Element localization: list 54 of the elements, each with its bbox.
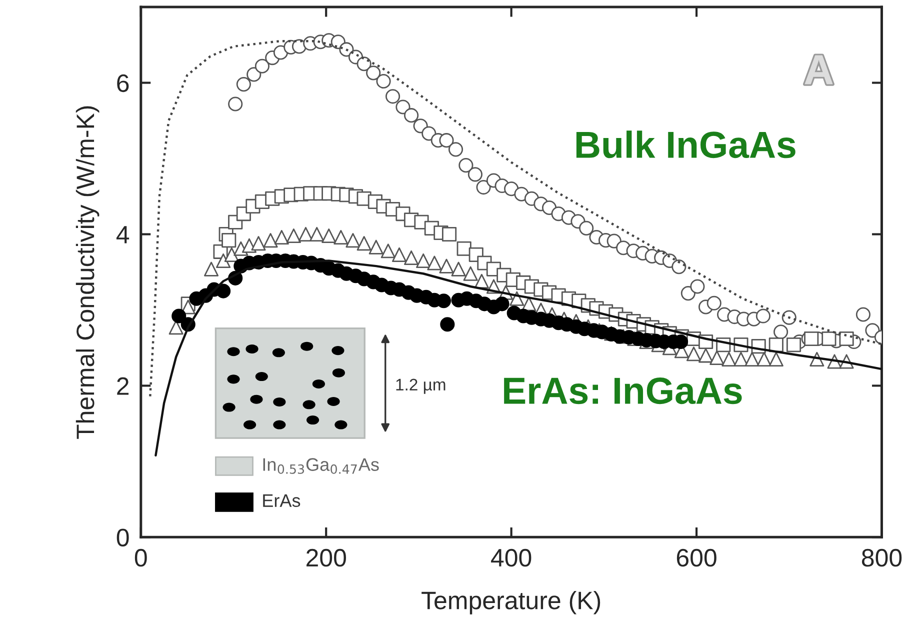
point — [346, 233, 360, 248]
point — [427, 256, 442, 270]
x-axis-title: Temperature (K) — [422, 591, 600, 614]
x-tick-label: 200 — [306, 548, 346, 567]
annotation: A — [804, 55, 833, 84]
point — [251, 236, 266, 251]
point — [263, 233, 278, 248]
point — [216, 284, 231, 298]
y-tick-label: 6 — [117, 74, 129, 92]
annotation: ErAs — [263, 494, 300, 508]
x-tick-label: 800 — [862, 548, 902, 567]
point — [756, 352, 772, 366]
point — [734, 352, 748, 366]
annotation: 1.2 µm — [396, 378, 446, 394]
point — [216, 253, 231, 268]
point — [510, 291, 524, 306]
y-tick-label: 0 — [116, 528, 129, 546]
point — [380, 244, 396, 258]
y-tick-label: 4 — [116, 226, 130, 244]
point — [310, 226, 324, 242]
point — [168, 320, 184, 335]
annotation: ErAs: InGaAs — [504, 378, 742, 404]
x-tick-label: 400 — [491, 548, 532, 567]
annotation: Bulk InGaAs — [576, 130, 796, 158]
point — [494, 296, 510, 312]
point — [686, 346, 702, 362]
point — [698, 348, 714, 363]
point — [744, 352, 760, 366]
point — [204, 262, 219, 276]
point — [404, 250, 419, 265]
point — [451, 262, 466, 276]
point — [172, 308, 186, 324]
point — [322, 228, 336, 244]
point — [274, 230, 289, 245]
x-tick-label: 600 — [676, 548, 716, 567]
point — [298, 226, 314, 242]
point — [474, 274, 489, 288]
x-tick-label: 0 — [134, 548, 147, 567]
point — [334, 230, 348, 245]
point — [440, 317, 455, 332]
point — [710, 350, 724, 365]
point — [224, 247, 239, 262]
y-tick-label: 2 — [117, 377, 129, 395]
point — [392, 247, 407, 262]
point — [368, 240, 384, 254]
point — [286, 228, 301, 244]
y-axis-title: Thermal Conductivity (W/m-K) — [76, 106, 100, 439]
point — [463, 266, 478, 281]
point — [768, 352, 784, 366]
annotation: In$_{0.53}$Ga$_{0.47}$As — [263, 458, 379, 474]
point — [416, 253, 431, 268]
point — [439, 258, 454, 274]
point — [722, 352, 736, 366]
point — [356, 236, 372, 251]
